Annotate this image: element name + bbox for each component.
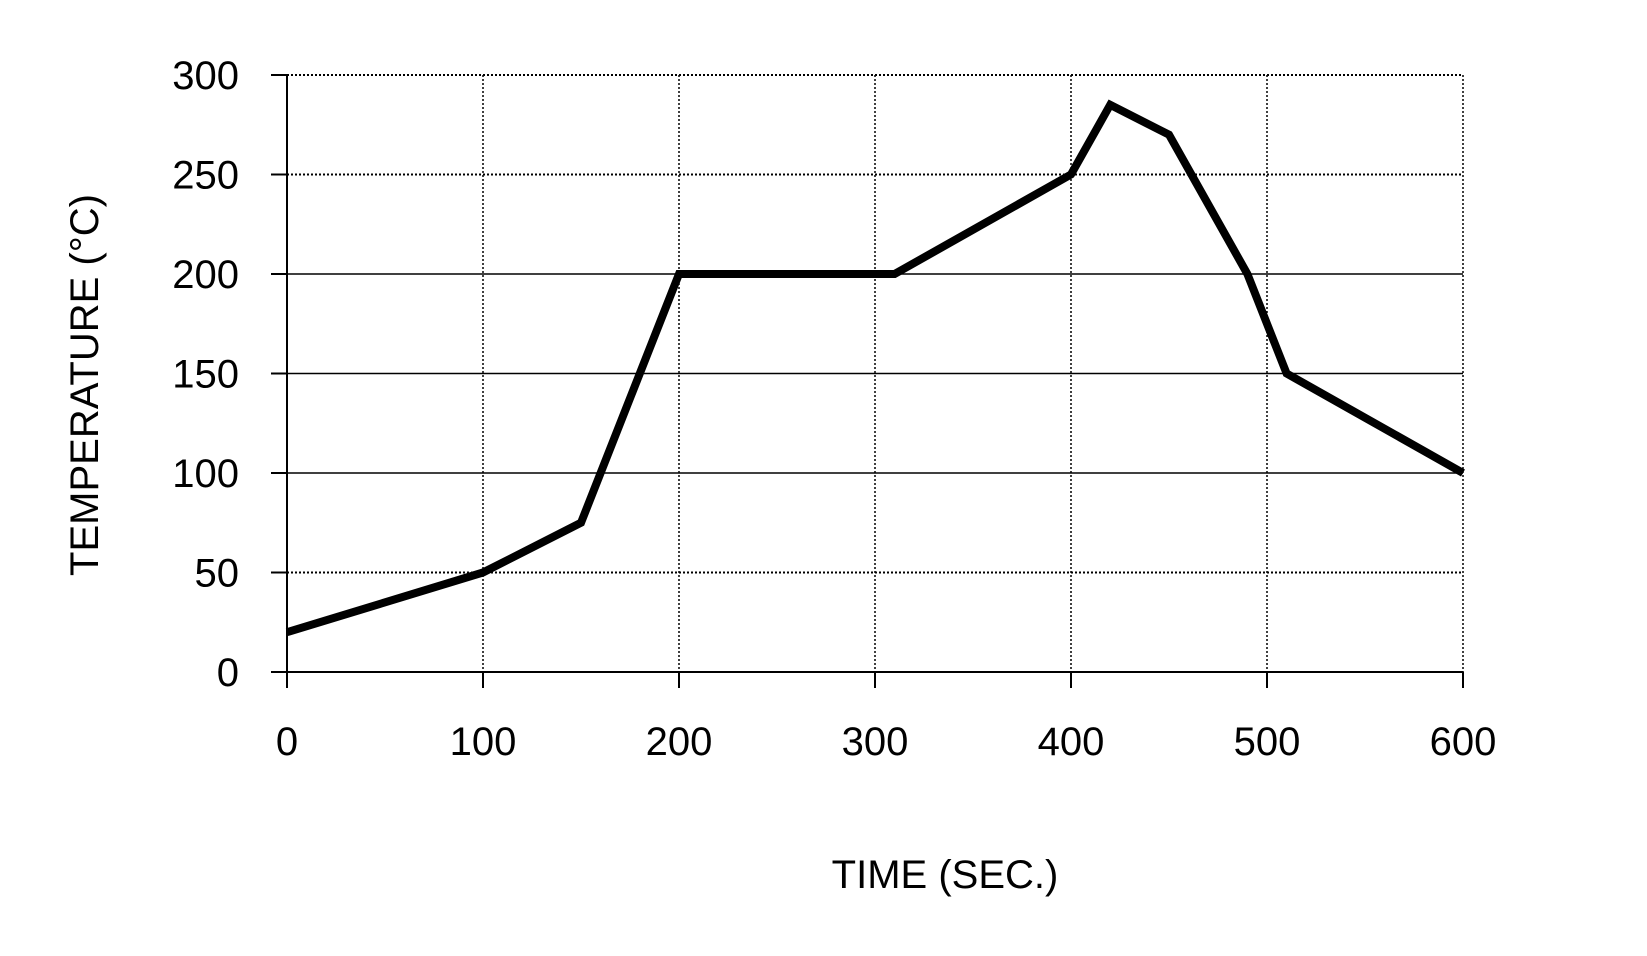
y-tick-label: 300	[172, 54, 239, 98]
x-axis-title: TIME (SEC.)	[832, 853, 1059, 897]
x-tick-label: 0	[276, 720, 298, 764]
x-tick-label: 300	[842, 720, 909, 764]
x-tick-label: 200	[646, 720, 713, 764]
x-tick-label: 600	[1430, 720, 1497, 764]
y-tick-label: 50	[195, 552, 240, 596]
tick-labels: 0 50 100 150 200 250 300 0 100 200 300 400 500 600	[172, 54, 1496, 764]
y-tick-label: 250	[172, 154, 239, 198]
y-tick-label: 100	[172, 452, 239, 496]
x-tick-label: 500	[1234, 720, 1301, 764]
x-tick-label: 100	[450, 720, 517, 764]
axes	[271, 75, 1463, 688]
y-axis-title: TEMPERATURE (°C)	[63, 194, 107, 576]
y-tick-label: 0	[217, 651, 239, 695]
x-tick-label: 400	[1038, 720, 1105, 764]
y-tick-label: 150	[172, 353, 239, 397]
y-tick-label: 200	[172, 253, 239, 297]
